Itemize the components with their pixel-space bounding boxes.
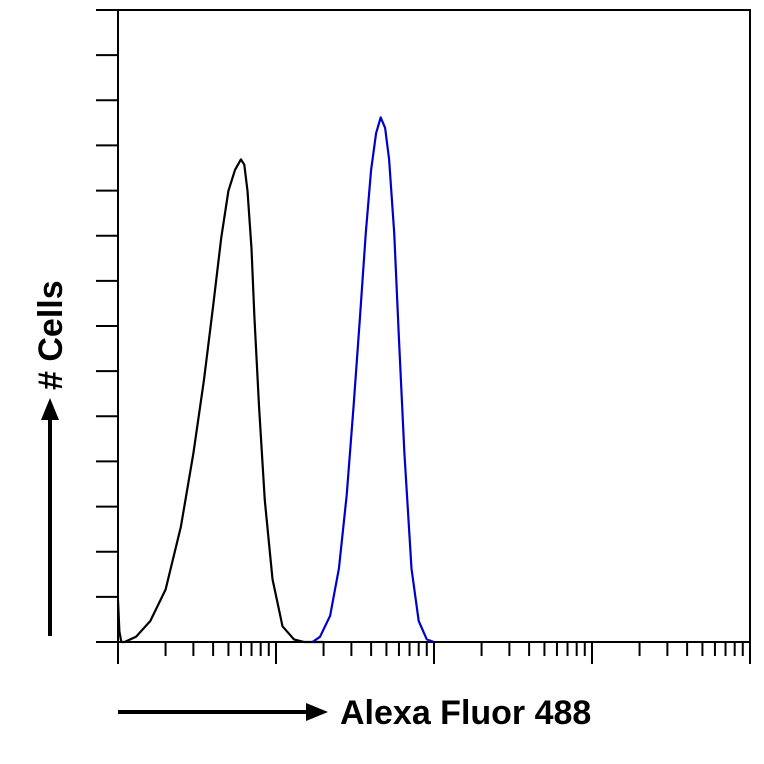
series-line-1	[116, 158, 324, 644]
x-tick-group	[117, 642, 751, 664]
y-tick-group	[96, 9, 118, 643]
plot-frame	[117, 9, 751, 643]
series-line-2	[311, 116, 435, 644]
y-axis-arrow-head	[41, 398, 59, 420]
series-group	[116, 116, 435, 644]
x-axis-label: Alexa Fluor 488	[340, 694, 591, 732]
y-axis-label: # Cells	[32, 280, 70, 390]
x-axis-arrow-head	[306, 703, 328, 721]
